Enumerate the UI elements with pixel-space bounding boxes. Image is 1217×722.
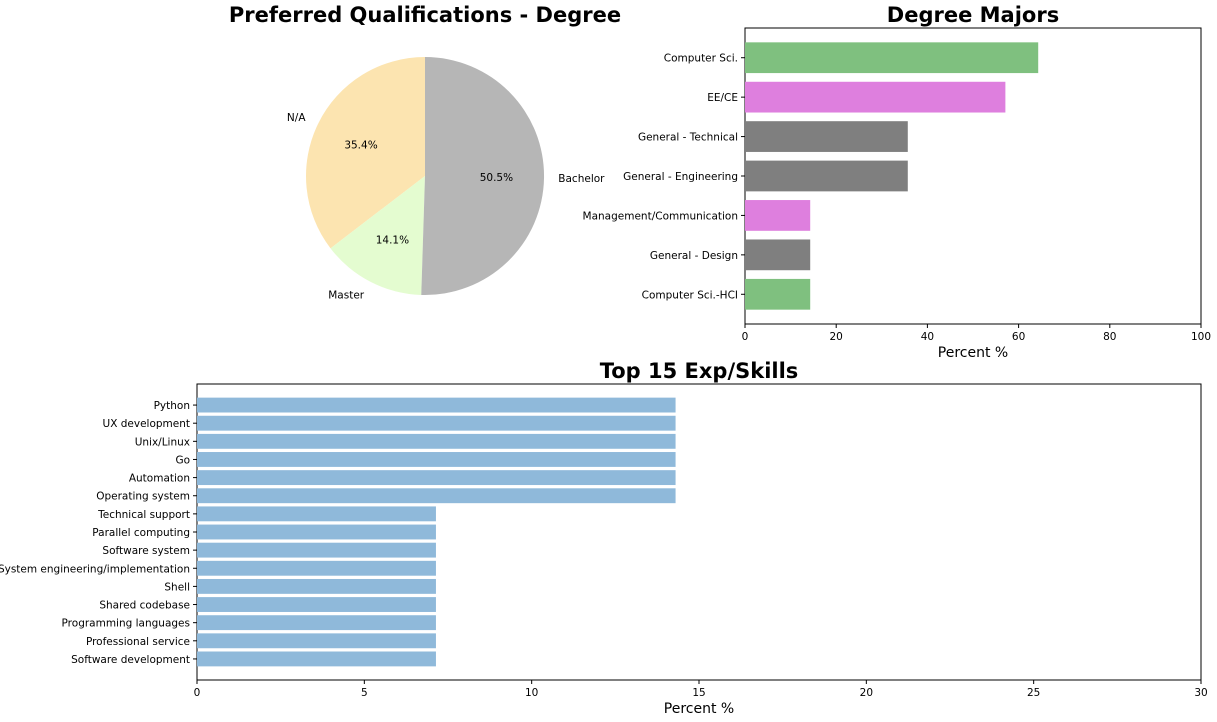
degree-pie-chart: Preferred Qualifications - Degree N/A 35.… (229, 3, 621, 302)
pie-label-bachelor: Bachelor (558, 173, 605, 185)
skills-bar-programming-languages (197, 615, 436, 631)
pie-chart-title: Preferred Qualifications - Degree (229, 3, 621, 27)
majors-xtick-label-20: 20 (830, 331, 843, 343)
skills-xtick-label-5: 5 (361, 687, 368, 699)
skills-ytick-label-shell: Shell (164, 581, 190, 593)
skills-xtick-label-10: 10 (525, 687, 538, 699)
majors-xtick-label-0: 0 (742, 331, 749, 343)
skills-ytick-label-operating-system: Operating system (96, 491, 190, 503)
pie-label-n-a: N/A (287, 112, 306, 124)
majors-ytick-label-general-technical: General - Technical (638, 132, 738, 144)
skills-ytick-label-system-engineering-implementation: System engineering/implementation (0, 563, 190, 575)
majors-ytick-label-computer-sci: Computer Sci. (664, 53, 738, 65)
pie-pct-n-a: 35.4% (344, 139, 377, 151)
skills-bar-software-system (197, 542, 436, 558)
majors-bar-computer-sci-hci (745, 278, 811, 310)
majors-bar-general-technical (745, 121, 908, 152)
majors-x-axis-label: Percent % (938, 345, 1008, 361)
skills-ytick-label-technical-support: Technical support (97, 509, 190, 521)
majors-xtick-label-60: 60 (1012, 331, 1025, 343)
skills-bar-unix-linux (197, 433, 676, 449)
skills-bar-go (197, 452, 676, 467)
skills-ytick-label-software-development: Software development (71, 654, 190, 666)
majors-ytick-label-general-design: General - Design (650, 250, 738, 262)
skills-ytick-label-shared-codebase: Shared codebase (99, 600, 190, 612)
majors-ytick-label-ee-ce: EE/CE (707, 92, 738, 104)
majors-ytick-label-general-engineering: General - Engineering (623, 171, 738, 183)
majors-xtick-label-80: 80 (1103, 331, 1116, 343)
skills-xtick-label-20: 20 (860, 687, 873, 699)
skills-ytick-label-professional-service: Professional service (86, 636, 190, 648)
skills-xtick-label-25: 25 (1027, 687, 1040, 699)
degree-majors-chart: Degree Majors Percent % Computer Sci. EE/… (583, 3, 1211, 361)
pie-label-master: Master (328, 290, 365, 302)
pie-slice-n-a (306, 57, 425, 249)
majors-bar-management-communication (745, 200, 811, 231)
majors-ytick-label-management-communication: Management/Communication (583, 210, 738, 222)
majors-bar-general-engineering (745, 160, 908, 192)
skills-ytick-label-ux-development: UX development (103, 418, 190, 430)
skills-bar-python (197, 397, 676, 413)
majors-bar-ee-ce (745, 81, 1006, 113)
skills-ytick-label-python: Python (154, 400, 190, 412)
skills-chart-title: Top 15 Exp/Skills (600, 359, 799, 383)
skills-ytick-label-software-system: Software system (102, 545, 190, 557)
skills-ytick-label-unix-linux: Unix/Linux (135, 436, 190, 448)
skills-x-axis-label: Percent % (664, 701, 734, 717)
skills-bar-software-development (197, 651, 436, 667)
skills-bar-system-engineering-implementation (197, 560, 436, 576)
skills-bar-technical-support (197, 506, 436, 522)
skills-bar-professional-service (197, 633, 436, 649)
skills-bar-parallel-computing (197, 524, 436, 540)
skills-bar-operating-system (197, 488, 676, 504)
majors-bar-general-design (745, 239, 811, 271)
skills-bar-shell (197, 578, 436, 594)
majors-chart-title: Degree Majors (887, 3, 1059, 27)
pie-slice-master (330, 176, 425, 295)
pie-pct-master: 14.1% (376, 235, 409, 247)
skills-bar-ux-development (197, 415, 676, 431)
skills-xtick-label-30: 30 (1194, 687, 1207, 699)
skills-chart: Top 15 Exp/Skills Percent % Python UX dev… (0, 359, 1208, 717)
pie-slice-bachelor (421, 57, 545, 295)
pie-pct-bachelor: 50.5% (480, 172, 513, 184)
majors-bar-computer-sci (745, 42, 1039, 74)
majors-xtick-label-40: 40 (921, 331, 934, 343)
skills-ytick-label-programming-languages: Programming languages (62, 618, 190, 630)
skills-xtick-label-15: 15 (692, 687, 705, 699)
skills-bar-shared-codebase (197, 597, 436, 612)
skills-ytick-label-go: Go (175, 455, 190, 467)
skills-bar-automation (197, 470, 676, 486)
skills-xtick-label-0: 0 (194, 687, 201, 699)
majors-xtick-label-100: 100 (1191, 331, 1211, 343)
skills-ytick-label-parallel-computing: Parallel computing (92, 527, 190, 539)
skills-ytick-label-automation: Automation (129, 473, 190, 485)
majors-ytick-label-computer-sci-hci: Computer Sci.-HCI (642, 289, 738, 301)
